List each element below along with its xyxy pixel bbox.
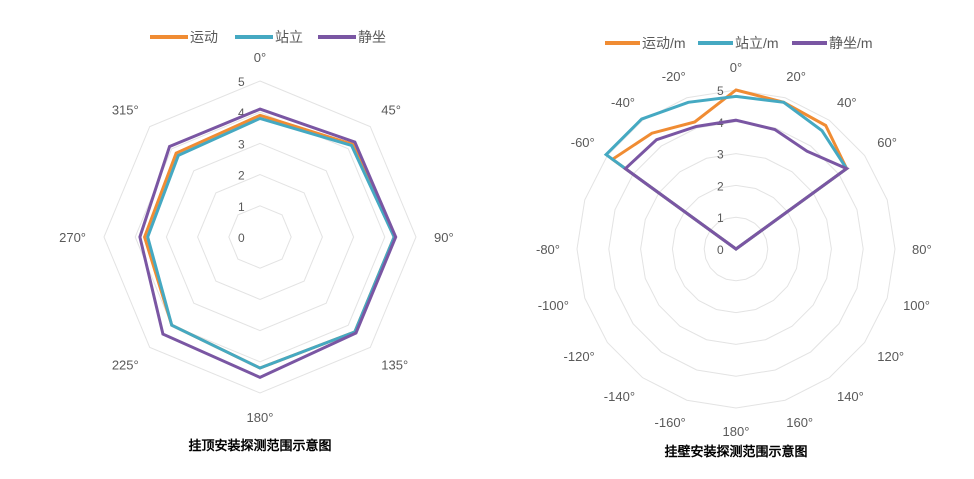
category-label: 90°	[434, 230, 454, 245]
radial-tick-label: 3	[238, 137, 245, 151]
category-label: 100°	[903, 298, 930, 313]
category-label: 135°	[381, 357, 408, 372]
category-label: 0°	[254, 50, 266, 65]
category-label: 160°	[786, 415, 813, 430]
legend-label: 静坐	[358, 29, 386, 45]
category-label: 180°	[723, 424, 750, 439]
category-label: -60°	[571, 135, 595, 150]
radial-tick-label: 2	[717, 179, 724, 193]
grid-ring	[228, 205, 292, 269]
category-label: 270°	[59, 230, 86, 245]
category-label: -100°	[538, 298, 569, 313]
category-label: 20°	[786, 69, 806, 84]
category-label: 120°	[877, 349, 904, 364]
radial-tick-label: 2	[238, 169, 245, 183]
radial-tick-label: 0	[717, 243, 724, 257]
series-line-2	[603, 94, 849, 251]
category-label: -20°	[662, 69, 686, 84]
legend-label: 运动/m	[642, 35, 686, 51]
category-label: 225°	[112, 357, 139, 372]
category-label: 45°	[381, 103, 401, 118]
category-label: 40°	[837, 95, 857, 110]
legend-label: 站立	[275, 29, 303, 45]
grid-ring	[576, 89, 896, 409]
series-line-2	[146, 116, 396, 370]
radial-tick-label: 1	[238, 200, 245, 214]
radial-tick-label: 0	[238, 231, 245, 245]
series-line-1	[609, 88, 849, 251]
radial-tick-label: 3	[717, 148, 724, 162]
grid-ring	[197, 174, 323, 300]
category-label: -120°	[564, 349, 595, 364]
category-label: 315°	[112, 103, 139, 118]
grid-ring	[640, 153, 832, 345]
chart-title: 挂壁安装探测范围示意图	[664, 444, 807, 459]
radial-tick-label: 5	[238, 75, 245, 89]
radar-chart-1: 0 1 2 3 4 5 0° 45° 90° 135° 180° 225° 270° 315° 运动 站立 静坐…	[59, 29, 454, 453]
category-label: 80°	[912, 242, 932, 257]
category-label: 140°	[837, 389, 864, 404]
category-label: -140°	[604, 389, 635, 404]
radial-tick-label: 4	[238, 106, 245, 120]
grid-ring	[608, 121, 864, 377]
legend-label: 站立/m	[735, 35, 779, 51]
category-label: -80°	[536, 242, 560, 257]
radial-tick-label: 5	[717, 84, 724, 98]
legend-label: 运动	[190, 29, 218, 45]
radial-tick-label: 1	[717, 211, 724, 225]
category-label: -160°	[655, 415, 686, 430]
grid-ring	[703, 216, 769, 282]
category-label: -40°	[611, 95, 635, 110]
category-label: 60°	[877, 135, 897, 150]
grid-ring	[671, 184, 801, 314]
series-line-3	[138, 107, 398, 380]
series-line-3	[623, 118, 850, 251]
grid-ring	[103, 80, 417, 394]
legend-label: 静坐/m	[829, 35, 873, 51]
radar-chart-2: 0123450°20°40°60°80°100°120°140°160°180°…	[536, 35, 932, 459]
category-label: 0°	[730, 60, 742, 75]
chart-title: 挂顶安装探测范围示意图	[188, 438, 331, 453]
category-label: 180°	[247, 410, 274, 425]
grid-ring	[165, 142, 355, 332]
